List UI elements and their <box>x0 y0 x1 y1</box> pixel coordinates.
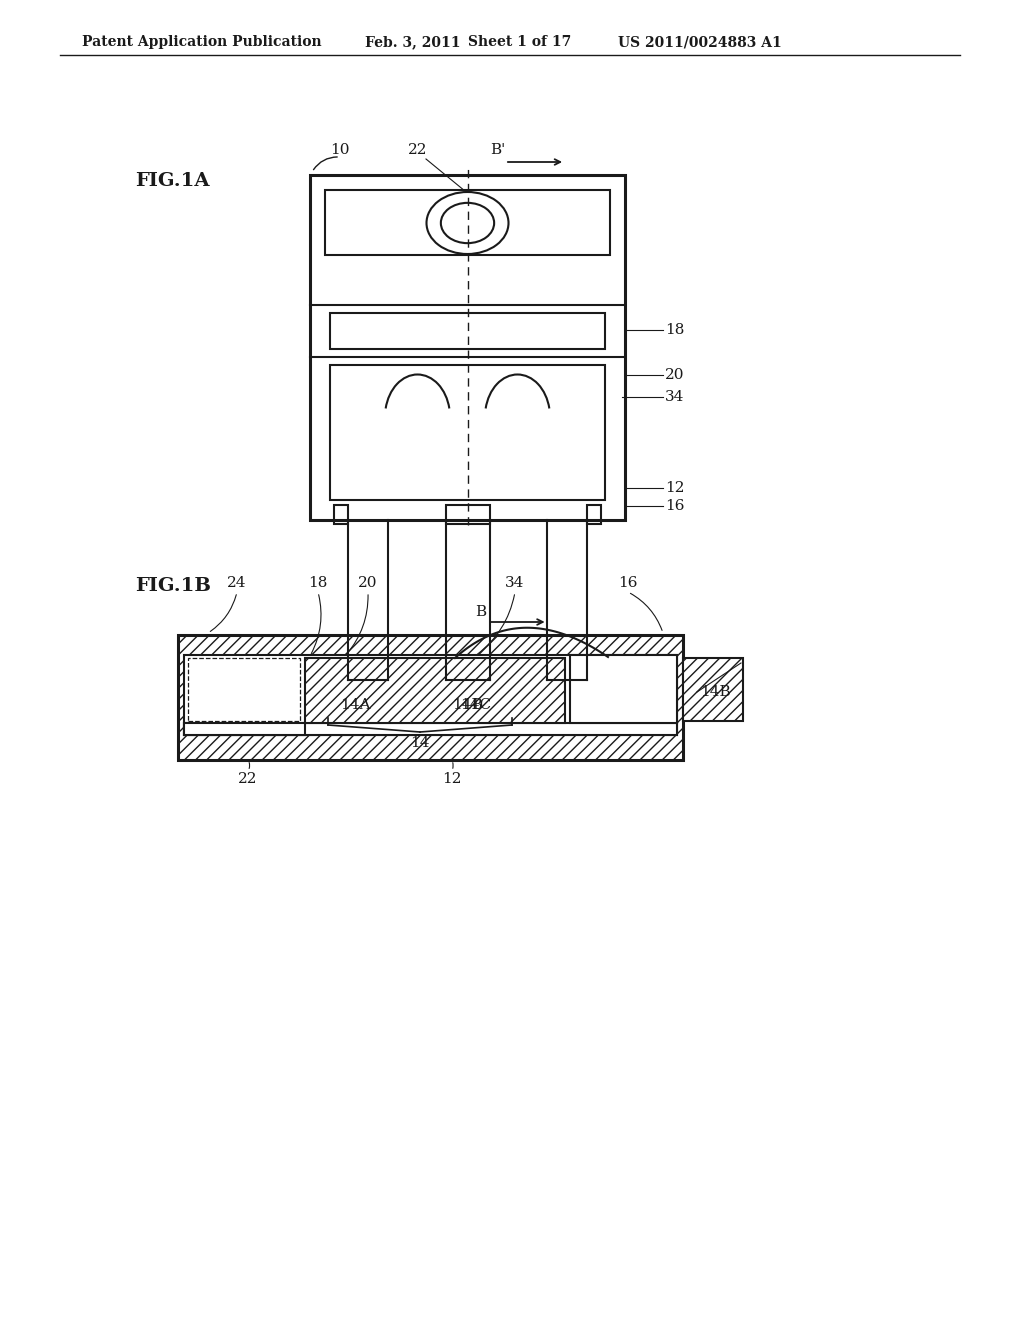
Polygon shape <box>184 655 677 735</box>
Text: 10: 10 <box>330 143 349 157</box>
Text: 16: 16 <box>618 576 638 590</box>
Text: 24: 24 <box>227 576 247 590</box>
Text: FIG.1B: FIG.1B <box>135 577 211 595</box>
Text: Sheet 1 of 17: Sheet 1 of 17 <box>468 36 571 49</box>
Polygon shape <box>305 657 565 723</box>
Polygon shape <box>683 657 743 721</box>
Text: US 2011/0024883 A1: US 2011/0024883 A1 <box>618 36 781 49</box>
Text: Feb. 3, 2011: Feb. 3, 2011 <box>365 36 461 49</box>
Text: 14B: 14B <box>700 685 731 700</box>
Polygon shape <box>178 635 683 760</box>
Text: 22: 22 <box>408 143 427 157</box>
Polygon shape <box>570 655 677 723</box>
Text: 16: 16 <box>665 499 684 513</box>
Text: 20: 20 <box>665 368 684 381</box>
Text: 14A: 14A <box>340 698 371 711</box>
Text: 14B: 14B <box>453 698 482 711</box>
Polygon shape <box>184 723 305 735</box>
Text: 34: 34 <box>665 389 684 404</box>
Text: 18: 18 <box>665 323 684 337</box>
Text: 14C: 14C <box>461 698 492 711</box>
Text: B': B' <box>490 143 505 157</box>
Text: B: B <box>475 605 486 619</box>
Text: 22: 22 <box>239 772 258 785</box>
Text: Patent Application Publication: Patent Application Publication <box>82 36 322 49</box>
Text: 34: 34 <box>505 576 524 590</box>
Text: FIG.1A: FIG.1A <box>135 172 210 190</box>
Text: 18: 18 <box>308 576 328 590</box>
Text: 14: 14 <box>411 737 430 750</box>
Text: 20: 20 <box>358 576 378 590</box>
Text: 12: 12 <box>665 480 684 495</box>
Polygon shape <box>184 723 677 735</box>
Text: 12: 12 <box>442 772 462 785</box>
